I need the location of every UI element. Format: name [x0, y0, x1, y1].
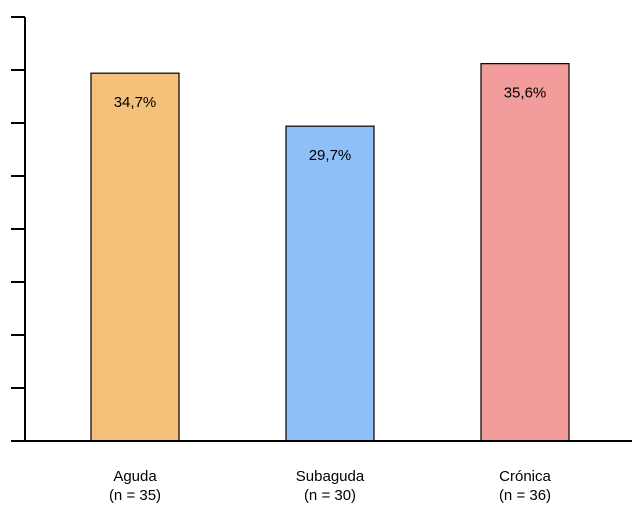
value-label: 35,6%	[504, 85, 547, 102]
category-labels-group: Aguda (n = 35) Subaguda (n = 30) Crónica (n =…	[109, 468, 552, 504]
category-sublabel: (n = 30)	[304, 487, 356, 504]
bar-subaguda	[285, 125, 375, 442]
category-label: Crónica	[499, 468, 551, 485]
bar-cr-nica	[480, 63, 570, 442]
category-sublabel: (n = 35)	[109, 487, 161, 504]
category-label: Aguda	[113, 468, 157, 485]
bar-aguda	[90, 72, 180, 442]
category-label: Subaguda	[296, 468, 365, 485]
category-sublabel: (n = 36)	[499, 487, 551, 504]
y-axis-ticks	[11, 16, 25, 442]
bars-group	[90, 63, 570, 442]
value-label: 34,7%	[114, 94, 157, 111]
value-label: 29,7%	[309, 147, 352, 164]
value-labels-group: 34,7% 29,7% 35,6%	[114, 85, 547, 165]
